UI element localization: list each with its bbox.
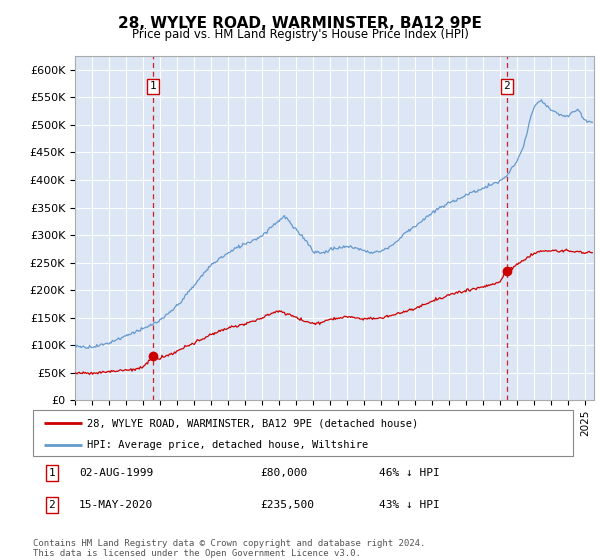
Text: 43% ↓ HPI: 43% ↓ HPI [379,500,439,510]
Text: 2: 2 [503,81,510,91]
FancyBboxPatch shape [33,410,573,456]
Text: 28, WYLYE ROAD, WARMINSTER, BA12 9PE (detached house): 28, WYLYE ROAD, WARMINSTER, BA12 9PE (de… [87,418,418,428]
Text: 15-MAY-2020: 15-MAY-2020 [79,500,153,510]
Text: Price paid vs. HM Land Registry's House Price Index (HPI): Price paid vs. HM Land Registry's House … [131,28,469,41]
Text: 28, WYLYE ROAD, WARMINSTER, BA12 9PE: 28, WYLYE ROAD, WARMINSTER, BA12 9PE [118,16,482,31]
Text: £235,500: £235,500 [260,500,314,510]
Text: HPI: Average price, detached house, Wiltshire: HPI: Average price, detached house, Wilt… [87,440,368,450]
Text: 1: 1 [49,468,55,478]
Text: 2: 2 [49,500,55,510]
Text: £80,000: £80,000 [260,468,307,478]
Text: 46% ↓ HPI: 46% ↓ HPI [379,468,439,478]
Text: 02-AUG-1999: 02-AUG-1999 [79,468,153,478]
Text: 1: 1 [149,81,157,91]
Text: Contains HM Land Registry data © Crown copyright and database right 2024.
This d: Contains HM Land Registry data © Crown c… [33,539,425,558]
